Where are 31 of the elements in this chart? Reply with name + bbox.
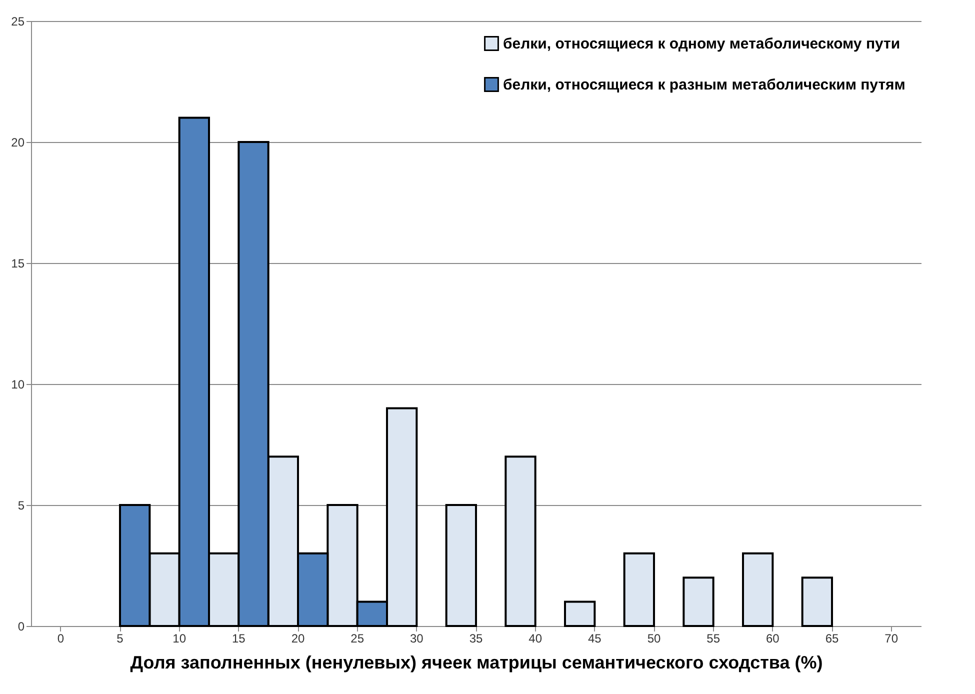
bar [682, 576, 714, 627]
x-tick-label: 50 [647, 632, 661, 646]
x-tick-label: 20 [291, 632, 305, 646]
x-tick-label: 15 [232, 632, 246, 646]
x-tick-label: 10 [172, 632, 186, 646]
y-tick-label: 25 [11, 14, 25, 28]
bar [504, 456, 536, 627]
y-tick-label: 0 [18, 620, 25, 634]
bar [564, 600, 596, 627]
bar [445, 504, 477, 627]
y-tick-label: 10 [11, 378, 25, 392]
x-tick-label: 70 [884, 632, 898, 646]
x-tick-label: 0 [57, 632, 64, 646]
x-tick-label: 30 [410, 632, 424, 646]
x-axis-title: Доля заполненных (ненулевых) ячеек матрицы семантического сходства (%) [130, 652, 823, 672]
x-tick-label: 45 [588, 632, 602, 646]
x-tick-label: 35 [469, 632, 483, 646]
x-tick-label: 60 [766, 632, 780, 646]
x-tick-label: 25 [350, 632, 364, 646]
legend-label: белки, относящиеся к разным метаболическим путям [503, 76, 906, 94]
legend-label: белки, относящиеся к одному метаболическому пути [503, 36, 900, 52]
x-tick-label: 40 [528, 632, 542, 646]
bar [742, 552, 774, 627]
y-tick-label: 15 [11, 256, 25, 270]
x-tick-label: 55 [706, 632, 720, 646]
bar [623, 552, 655, 627]
x-tick-label: 5 [116, 632, 124, 646]
bar [801, 576, 833, 627]
y-tick-label: 5 [18, 498, 25, 512]
x-tick-label: 65 [825, 632, 839, 646]
y-tick-label: 20 [11, 136, 25, 150]
